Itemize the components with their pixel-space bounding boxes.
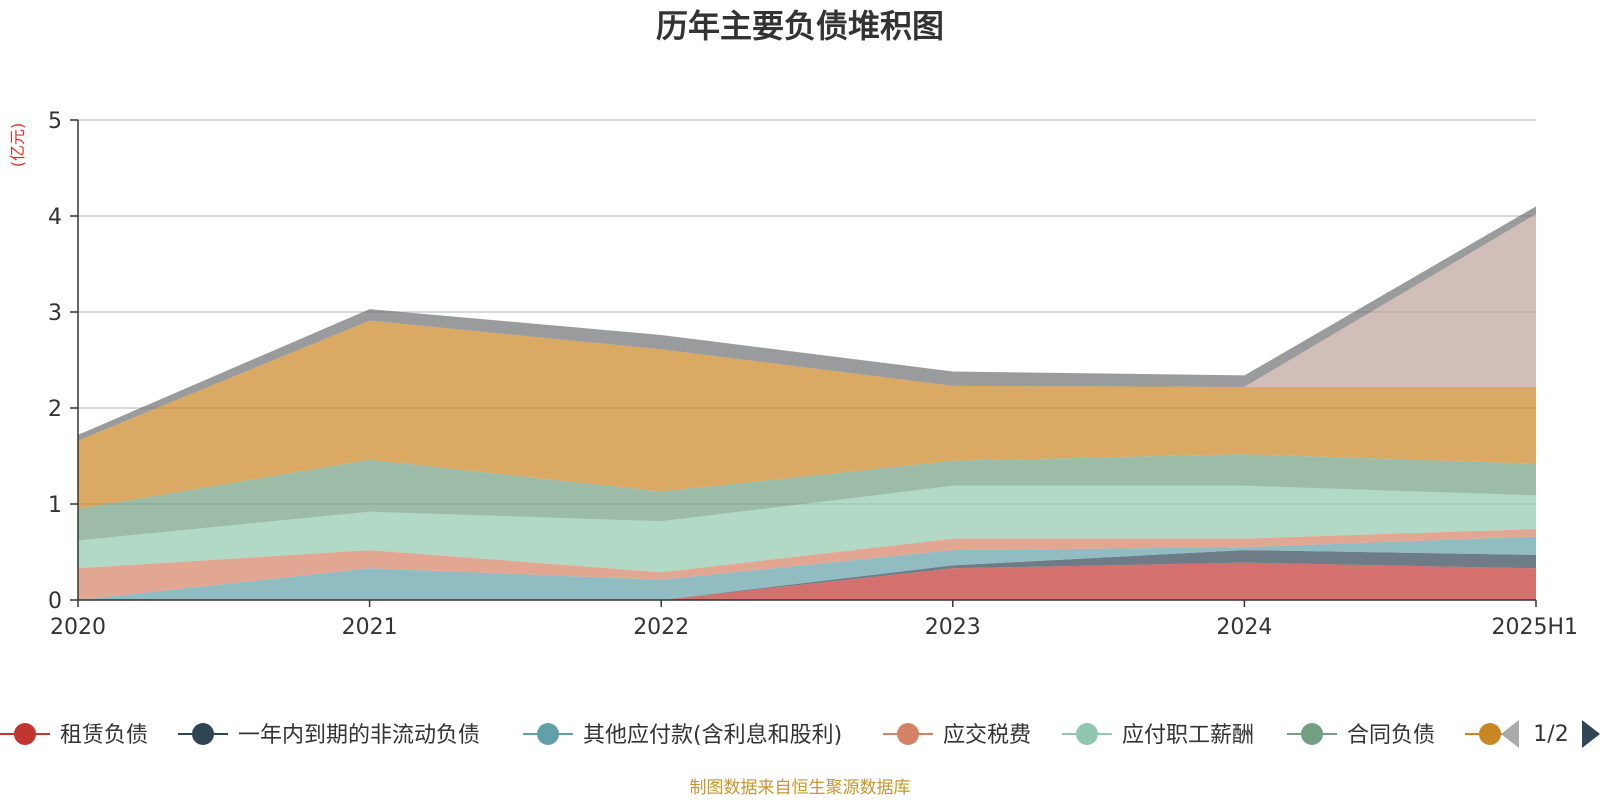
legend-item[interactable]: 应交税费 (883, 723, 1031, 748)
legend-marker-icon (537, 723, 559, 745)
legend-label: 一年内到期的非流动负债 (238, 723, 480, 748)
area-series-6[interactable] (78, 320, 1536, 509)
area-series-2[interactable] (78, 536, 1536, 600)
legend-marker-icon (1479, 723, 1501, 745)
legend-label: 其他应付款(含利息和股利) (583, 723, 842, 748)
chart-title: 历年主要负债堆积图 (656, 7, 944, 45)
area-series-4[interactable] (78, 485, 1536, 573)
y-tick-label: 1 (48, 493, 62, 518)
area-series-8[interactable] (78, 206, 1536, 441)
legend-marker-icon (192, 723, 214, 745)
legend-marker-icon (14, 723, 36, 745)
x-tick-label: 2025H1 (1491, 615, 1578, 640)
area-series (78, 206, 1536, 600)
y-tick-label: 3 (48, 301, 62, 326)
legend-page-indicator: 1/2 (1533, 722, 1568, 747)
y-tick-label: 2 (48, 397, 62, 422)
legend-label: 合同负债 (1347, 723, 1435, 748)
area-series-0[interactable] (78, 562, 1536, 600)
area-series-3[interactable] (78, 529, 1536, 600)
legend-item[interactable]: 一年内到期的非流动负债 (178, 723, 480, 748)
legend-next-icon[interactable] (1582, 720, 1600, 748)
legend-marker-icon (897, 723, 919, 745)
y-tick-label: 4 (48, 205, 62, 230)
area-series-1[interactable] (78, 550, 1536, 600)
axes: 0 1 2 3 4 5 2020 2021 2022 2023 2024 2025H1 (48, 109, 1578, 640)
y-tick-label: 5 (48, 109, 62, 134)
y-unit-label: (亿元) (8, 123, 27, 168)
x-tick-label: 2024 (1216, 615, 1272, 640)
legend-item[interactable]: 应付职工薪酬 (1062, 723, 1254, 748)
legend-label: 租赁负债 (60, 723, 148, 748)
legend-prev-icon[interactable] (1501, 720, 1519, 748)
legend-marker-icon (1076, 723, 1098, 745)
legend-label: 应交税费 (943, 723, 1031, 748)
legend: 租赁负债 一年内到期的非流动负债 其他应付款(含利息和股利) 应交税费 应付职工薪酬 合同… (0, 723, 1515, 748)
x-tick-label: 2022 (633, 615, 689, 640)
x-tick-label: 2023 (925, 615, 981, 640)
legend-marker-icon (1301, 723, 1323, 745)
legend-label: 应付职工薪酬 (1122, 723, 1254, 748)
x-tick-label: 2020 (50, 615, 106, 640)
y-tick-label: 0 (48, 589, 62, 614)
area-series-5[interactable] (78, 454, 1536, 541)
x-tick-label: 2021 (342, 615, 398, 640)
legend-item[interactable]: 合同负债 (1287, 723, 1435, 748)
legend-item[interactable]: 其他应付款(含利息和股利) (523, 723, 842, 748)
source-note: 制图数据来自恒生聚源数据库 (690, 778, 911, 798)
legend-item[interactable]: 租赁负债 (0, 723, 148, 748)
